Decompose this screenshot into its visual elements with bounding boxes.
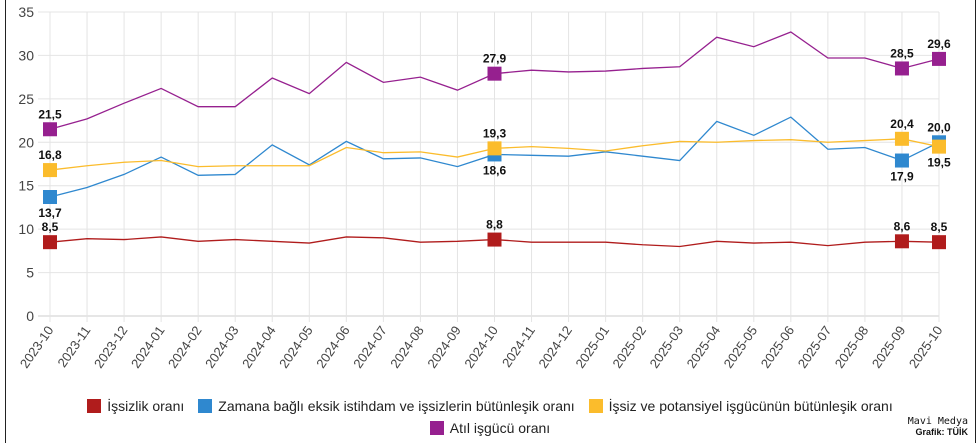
data-point-marker: [932, 139, 946, 154]
legend-row-2: Atıl işgücü oranı: [0, 420, 980, 436]
x-tick-label: 2024-01: [128, 323, 168, 371]
chart-frame: [5, 0, 976, 443]
data-label: 13,7: [38, 206, 62, 220]
x-tick-label: 2024-09: [424, 323, 464, 371]
data-label: 20,4: [890, 117, 914, 131]
legend-swatch: [87, 399, 102, 413]
data-point-marker: [487, 141, 502, 156]
y-tick-label: 5: [26, 265, 34, 281]
y-tick-label: 25: [18, 91, 34, 107]
data-point-marker: [894, 234, 909, 249]
data-point-marker: [43, 122, 57, 137]
x-tick-label: 2023-12: [91, 323, 131, 371]
y-tick-label: 10: [18, 221, 34, 237]
x-tick-label: 2024-05: [276, 323, 316, 371]
source-credit: Grafik: TÜİK: [915, 427, 968, 437]
legend-item-issizlik[interactable]: İşsizlik oranı: [87, 398, 184, 414]
data-label: 8,5: [931, 220, 948, 234]
x-tick-label: 2025-03: [647, 323, 687, 371]
x-tick-label: 2025-05: [721, 323, 761, 371]
y-tick-label: 20: [18, 134, 34, 150]
data-label: 28,5: [890, 46, 914, 60]
publisher-credit: Mavi Medya: [907, 416, 968, 427]
data-point-marker: [43, 235, 57, 250]
data-label: 16,8: [38, 148, 62, 162]
data-label: 17,9: [890, 170, 914, 184]
legend-item-atil-isgucu[interactable]: Atıl işgücü oranı: [429, 420, 551, 436]
x-tick-label: 2025-10: [906, 323, 946, 371]
y-tick-label: 15: [18, 178, 34, 194]
x-tick-label: 2024-06: [313, 323, 353, 371]
x-tick-label: 2025-01: [572, 323, 612, 371]
x-tick-label: 2025-07: [795, 323, 835, 371]
legend-item-zamana-bagli[interactable]: Zamana bağlı eksik istihdam ve işsizleri…: [198, 398, 575, 414]
data-label: 29,6: [927, 37, 951, 51]
x-tick-label: 2024-12: [535, 323, 575, 371]
legend-swatch: [429, 421, 444, 435]
data-point-marker: [894, 131, 909, 146]
data-label: 18,6: [483, 163, 507, 177]
x-tick-label: 2025-08: [832, 323, 872, 371]
data-point-marker: [43, 163, 57, 178]
data-label: 20,0: [927, 120, 951, 134]
data-point-marker: [43, 190, 57, 205]
data-label: 27,9: [483, 52, 507, 66]
x-tick-label: 2025-02: [609, 323, 649, 371]
x-tick-label: 2024-07: [350, 323, 390, 371]
x-tick-label: 2023-10: [17, 323, 57, 371]
line-chart: 051015202530352023-102023-112023-122024-…: [17, 4, 951, 371]
y-tick-label: 35: [18, 4, 34, 20]
y-tick-label: 30: [18, 47, 34, 63]
legend-label: Atıl işgücü oranı: [449, 420, 551, 436]
y-tick-label: 0: [26, 308, 34, 324]
legend-label: İşsiz ve potansiyel işgücünün bütünleşik…: [608, 398, 893, 414]
legend-label: İşsizlik oranı: [107, 398, 185, 414]
legend-item-issiz-potansiyel[interactable]: İşsiz ve potansiyel işgücünün bütünleşik…: [588, 398, 893, 414]
data-point-marker: [894, 153, 909, 168]
data-point-marker: [932, 235, 946, 250]
data-point-marker: [487, 232, 502, 247]
x-tick-label: 2025-06: [758, 323, 798, 371]
data-point-marker: [932, 51, 946, 66]
data-label: 8,8: [486, 218, 503, 232]
data-label: 8,6: [894, 219, 911, 233]
data-label: 21,5: [38, 107, 62, 121]
legend-row-1: İşsizlik oranı Zamana bağlı eksik istihd…: [0, 398, 980, 414]
legend-label: Zamana bağlı eksik istihdam ve işsizleri…: [218, 398, 575, 414]
data-label: 19,5: [927, 156, 951, 170]
x-tick-label: 2023-11: [54, 323, 93, 370]
x-tick-label: 2024-10: [461, 323, 501, 371]
x-tick-label: 2024-02: [165, 323, 205, 371]
x-tick-label: 2024-03: [202, 323, 242, 371]
x-tick-label: 2024-11: [499, 323, 538, 370]
x-tick-label: 2024-08: [387, 323, 427, 371]
data-label: 8,5: [42, 220, 59, 234]
data-point-marker: [487, 66, 502, 81]
data-point-marker: [894, 61, 909, 76]
data-label: 19,3: [483, 126, 507, 140]
x-tick-label: 2025-09: [869, 323, 909, 371]
x-tick-label: 2024-04: [239, 323, 279, 371]
legend-swatch: [198, 399, 213, 413]
x-tick-label: 2025-04: [684, 323, 724, 371]
legend-swatch: [588, 399, 603, 413]
